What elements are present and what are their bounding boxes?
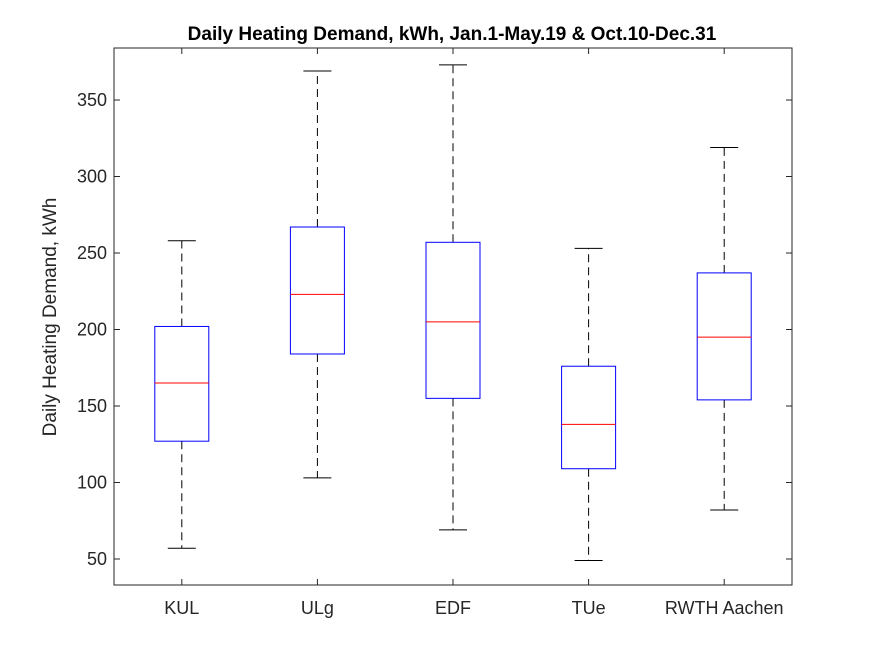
y-tick-label: 150 (77, 396, 107, 416)
y-tick-label: 100 (77, 472, 107, 492)
iqr-box (154, 325, 210, 442)
y-tick-label: 200 (77, 320, 107, 340)
y-tick-label: 350 (77, 90, 107, 110)
iqr-box (289, 226, 345, 355)
x-tick-label: TUe (572, 598, 606, 618)
y-axis-label: Daily Heating Demand, kWh (40, 198, 61, 437)
iqr-box (561, 365, 617, 470)
x-tick-label: EDF (435, 598, 471, 618)
iqr-box (696, 272, 752, 401)
y-tick-label: 50 (87, 549, 107, 569)
y-tick-label: 250 (77, 243, 107, 263)
x-tick-label: ULg (301, 598, 334, 618)
x-tick-label: KUL (164, 598, 199, 618)
iqr-box (425, 241, 481, 399)
y-tick-label: 300 (77, 167, 107, 187)
chart-title: Daily Heating Demand, kWh, Jan.1-May.19 … (188, 24, 717, 45)
x-tick-label: RWTH Aachen (665, 598, 784, 618)
